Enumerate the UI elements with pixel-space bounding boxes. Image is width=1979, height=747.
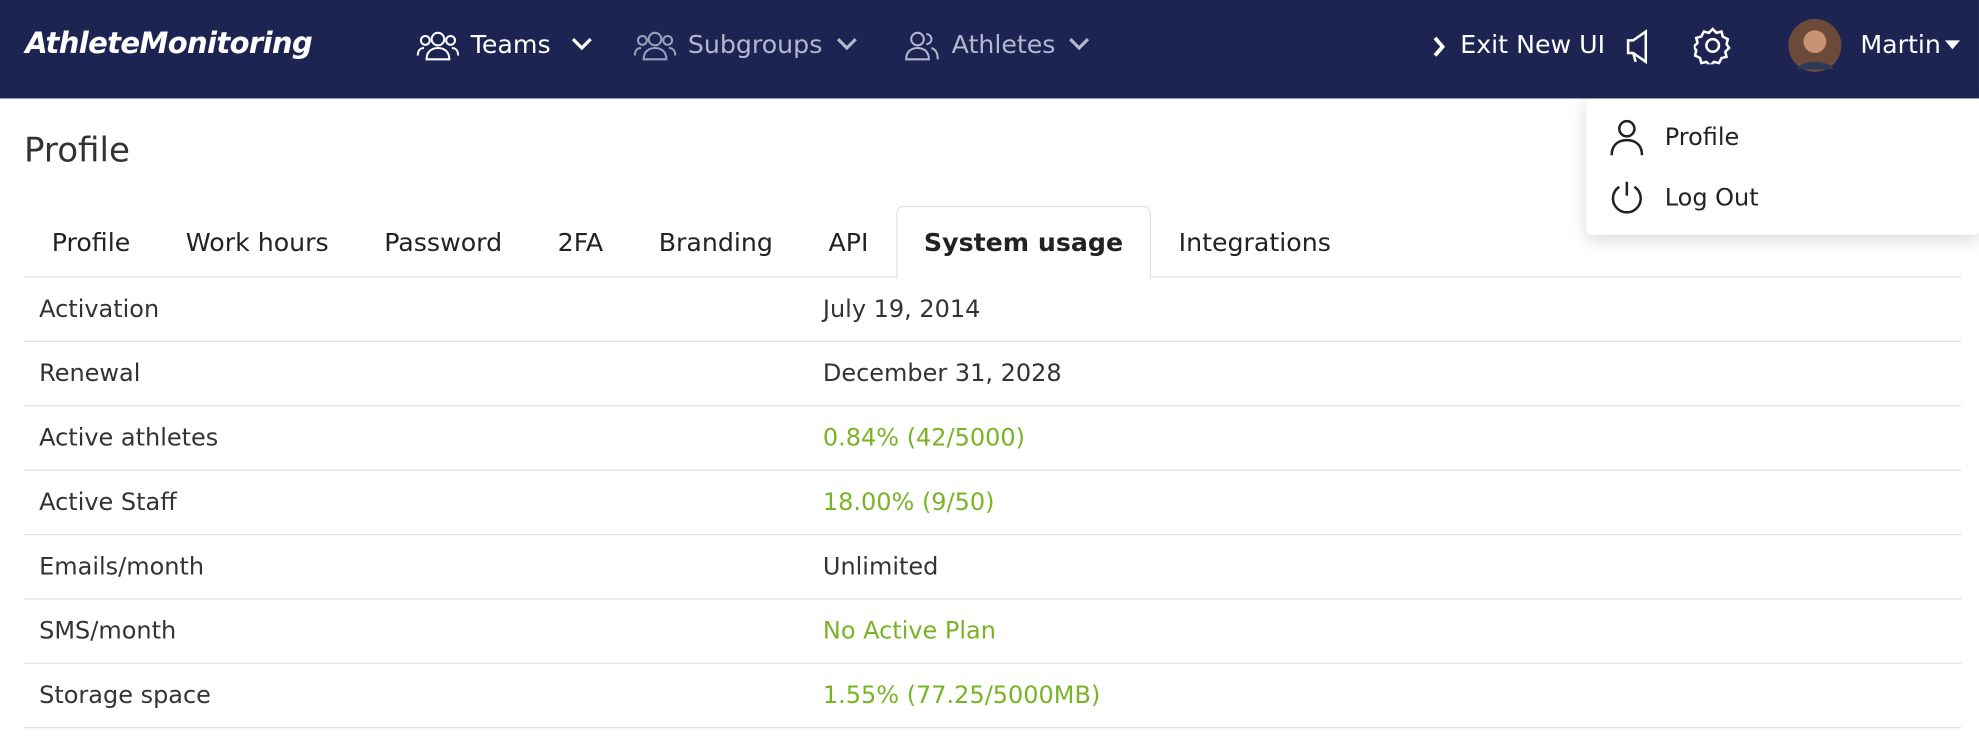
tab[interactable]: API <box>828 227 869 258</box>
row-label: Renewal <box>39 359 141 388</box>
tab[interactable]: Profile <box>51 227 131 258</box>
table-row: Active athletes 0.84% (42/5000) <box>23 406 1962 471</box>
chevron[interactable] <box>1068 37 1091 52</box>
subgroups-icon <box>633 31 677 61</box>
settings-icon[interactable] <box>1693 27 1732 65</box>
nav-item[interactable]: Subgroups <box>687 29 823 60</box>
profile-icon <box>1610 119 1644 156</box>
table-row: Storage space 1.55% (77.25/5000MB) <box>23 664 1962 729</box>
caret[interactable] <box>1944 39 1962 50</box>
tab[interactable]: System usage <box>896 205 1151 279</box>
table-row: Renewal December 31, 2028 <box>23 342 1962 407</box>
table-row: Activation July 19, 2014 <box>23 278 1962 343</box>
navbar: AthleteMonitoring Teams Subgroups Athlet… <box>0 0 1979 99</box>
row-value: July 19, 2014 <box>822 295 981 324</box>
row-label: Emails/month <box>39 552 205 581</box>
exit-new-ui[interactable]: Exit New UI <box>1460 29 1606 60</box>
chevron[interactable] <box>570 37 593 52</box>
row-value: 18.00% (9/50) <box>822 488 995 517</box>
tabs: Profile Work hours Password 2FA Branding API S… <box>23 205 1962 279</box>
row-label: Active Staff <box>39 488 177 517</box>
user-name[interactable]: Martin <box>1860 29 1941 60</box>
row-label: Active athletes <box>39 424 219 452</box>
teams-icon <box>416 31 460 61</box>
row-value: 1.55% (77.25/5000MB) <box>822 681 1101 710</box>
tab[interactable]: Work hours <box>185 227 329 258</box>
row-label: Activation <box>39 295 160 324</box>
row-value: No Active Plan <box>822 617 996 645</box>
avatar[interactable] <box>1788 18 1842 72</box>
row-label: Storage space <box>39 681 211 710</box>
logout-icon <box>1611 181 1642 214</box>
table-row: Active Staff 18.00% (9/50) <box>23 471 1962 536</box>
row-value: 0.84% (42/5000) <box>822 424 1026 452</box>
page-title: Profile <box>23 131 130 171</box>
announcements-icon[interactable] <box>1623 28 1653 66</box>
nav-item[interactable]: Teams <box>470 29 551 60</box>
tab[interactable]: 2FA <box>557 227 604 258</box>
tab[interactable]: Password <box>384 227 503 258</box>
usage-table: Activation July 19, 2014 Renewal December 3… <box>23 278 1962 729</box>
athletes-icon <box>905 31 939 61</box>
exit-chevron[interactable] <box>1431 35 1446 58</box>
user-dropdown: Profile Log Out <box>1586 98 1979 235</box>
row-label: SMS/month <box>39 617 177 645</box>
row-value: December 31, 2028 <box>822 359 1062 388</box>
table-row: Emails/month Unlimited <box>23 535 1962 600</box>
nav-item[interactable]: Athletes <box>951 29 1056 60</box>
dropdown-item[interactable]: Log Out <box>1664 184 1759 213</box>
brand[interactable]: AthleteMonitoring <box>25 27 313 61</box>
dropdown-item[interactable]: Profile <box>1664 123 1740 152</box>
tab[interactable]: Integrations <box>1178 227 1331 258</box>
chevron[interactable] <box>836 37 859 52</box>
table-row: SMS/month No Active Plan <box>23 599 1962 664</box>
row-value: Unlimited <box>822 552 939 581</box>
tab[interactable]: Branding <box>658 227 773 258</box>
